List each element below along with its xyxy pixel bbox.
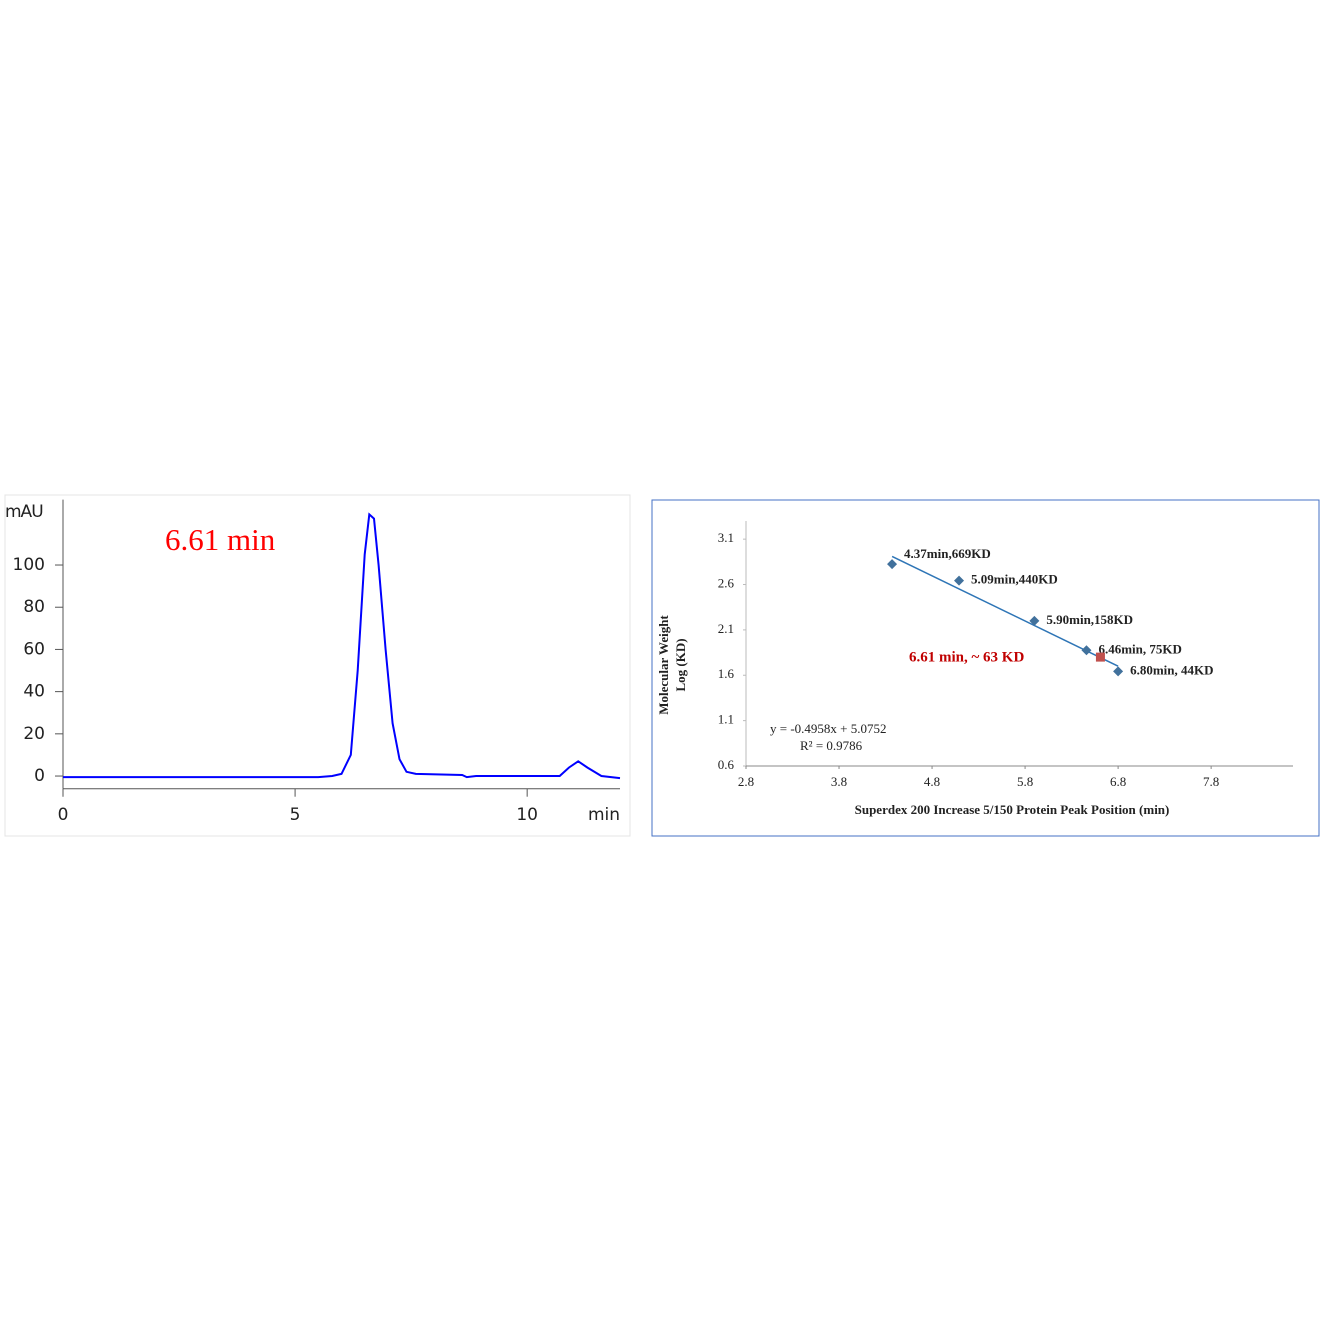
data-point <box>1113 666 1124 677</box>
y-tick-label: 0 <box>34 766 45 786</box>
x-tick-label: 7.8 <box>1203 774 1219 789</box>
data-point <box>1029 615 1040 626</box>
x-tick-label: 5 <box>290 805 301 825</box>
point-label: 5.90min,158KD <box>1046 612 1133 627</box>
x-tick-label: 0 <box>58 805 69 825</box>
y-tick-label: 100 <box>13 555 45 575</box>
y-tick-label: 40 <box>23 682 45 702</box>
y-tick-label: 20 <box>23 724 45 744</box>
x-tick-label: 10 <box>516 805 538 825</box>
y-axis-label: mAU <box>5 502 43 522</box>
data-point <box>954 575 965 586</box>
x-tick-label: 3.8 <box>831 774 847 789</box>
data-point <box>1081 645 1092 656</box>
y-tick-label: 0.6 <box>718 757 735 772</box>
x-axis-label: Superdex 200 Increase 5/150 Protein Peak… <box>855 802 1170 817</box>
x-tick-label: 6.8 <box>1110 774 1126 789</box>
data-point <box>1095 652 1105 662</box>
data-point <box>887 559 898 570</box>
y-tick-label: 80 <box>23 597 45 617</box>
chart-panel <box>651 499 1320 837</box>
y-tick-label: 3.1 <box>718 530 734 545</box>
x-tick-label: 4.8 <box>924 774 940 789</box>
point-label: 4.37min,669KD <box>904 546 991 561</box>
r-squared: R² = 0.9786 <box>800 738 863 753</box>
y-tick-label: 2.1 <box>718 621 734 636</box>
annotation: 6.61 min <box>165 522 276 557</box>
equation: y = -0.4958x + 5.0752 <box>770 721 887 736</box>
point-label: 6.46min, 75KD <box>1098 641 1181 656</box>
chart-panel <box>4 494 631 837</box>
annotation: 6.61 min, ~ 63 KD <box>909 649 1024 665</box>
chromatogram-line <box>63 512 621 780</box>
y-tick-label: 1.1 <box>718 712 734 727</box>
x-tick-label: 2.8 <box>738 774 754 789</box>
point-label: 5.09min,440KD <box>971 572 1058 587</box>
x-tick-label: 5.8 <box>1017 774 1033 789</box>
point-label: 6.80min, 44KD <box>1130 662 1213 677</box>
x-axis-label: min <box>588 805 620 825</box>
y-tick-label: 60 <box>23 639 45 659</box>
y-tick-label: 2.6 <box>718 576 735 591</box>
y-tick-label: 1.6 <box>718 666 735 681</box>
trendline <box>891 555 1119 667</box>
y-axis-label: Log (KD) <box>673 638 688 691</box>
y-axis-label: Molecular Weight <box>656 615 671 715</box>
